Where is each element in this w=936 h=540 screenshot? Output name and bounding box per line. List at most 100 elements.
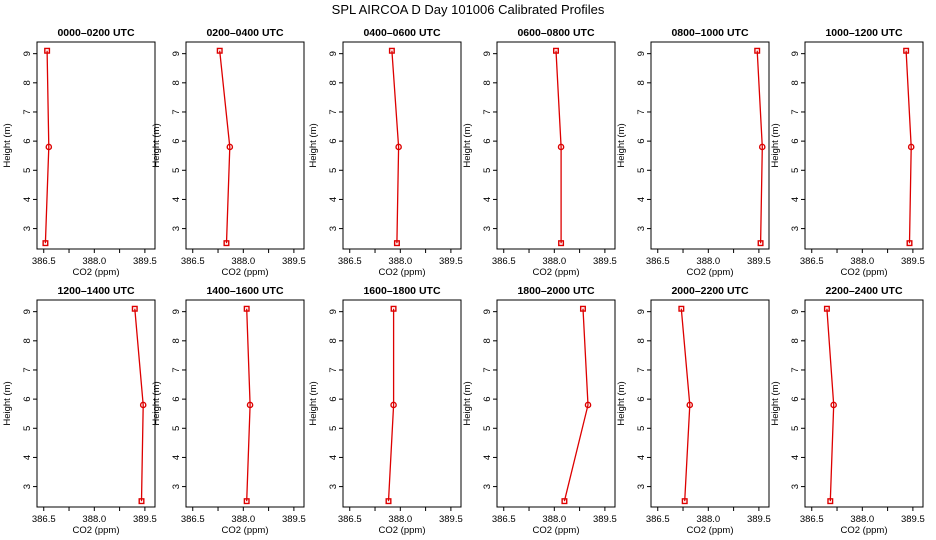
series-line — [44, 50, 50, 244]
x-tick-label: 386.5 — [32, 514, 56, 525]
data-point — [827, 498, 834, 505]
x-tick-label: 386.5 — [800, 514, 824, 525]
y-tick-label: 6 — [636, 138, 647, 143]
panel-9: 1600–1800 UTC 386.5 388.0 389.5 3 4 5 6 7 8 9 CO2 (… — [308, 285, 463, 536]
plot-frame — [804, 299, 924, 508]
data-point — [561, 498, 568, 505]
x-axis-label: CO2 (ppm) — [73, 525, 120, 536]
y-tick-label: 7 — [22, 109, 33, 114]
panel-title: 2000–2200 UTC — [671, 285, 748, 297]
y-tick-label: 7 — [328, 109, 339, 114]
data-point — [42, 240, 49, 247]
x-axis-label: CO2 (ppm) — [73, 267, 120, 278]
panel-title: 0800–1000 UTC — [671, 27, 748, 39]
y-tick-label: 8 — [482, 338, 493, 343]
data-point — [388, 47, 395, 54]
panel-title: 1600–1800 UTC — [363, 285, 440, 297]
data-point — [395, 143, 402, 151]
data-point — [678, 305, 685, 312]
x-axis-label: CO2 (ppm) — [841, 267, 888, 278]
y-axis-label: Height (m) — [151, 123, 162, 167]
y-tick-label: 6 — [171, 138, 182, 143]
y-tick-label: 6 — [22, 138, 33, 143]
y-tick-label: 4 — [171, 455, 182, 460]
panel-title: 1400–1600 UTC — [206, 285, 283, 297]
x-tick-label: 386.5 — [492, 256, 516, 267]
y-tick-label: 9 — [22, 309, 33, 314]
data-point — [246, 401, 254, 409]
panel-title: 0200–0400 UTC — [206, 27, 283, 39]
y-tick-label: 5 — [328, 168, 339, 173]
x-tick-label: 388.0 — [542, 514, 566, 525]
y-tick-label: 3 — [171, 484, 182, 489]
series-line — [134, 308, 144, 502]
y-tick-label: 8 — [328, 338, 339, 343]
data-point — [223, 240, 230, 247]
x-tick-label: 388.0 — [82, 256, 106, 267]
panel-12: 2200–2400 UTC 386.5 388.0 389.5 3 4 5 6 7 8 9 CO2 (… — [770, 285, 925, 536]
y-tick-label: 3 — [636, 484, 647, 489]
x-axis-label: CO2 (ppm) — [222, 525, 269, 536]
y-tick-label: 5 — [22, 426, 33, 431]
x-tick-label: 389.5 — [439, 256, 463, 267]
y-tick-label: 9 — [636, 51, 647, 56]
y-tick-label: 3 — [636, 226, 647, 231]
x-tick-label: 388.0 — [696, 514, 720, 525]
plot-frame — [185, 41, 305, 250]
y-tick-label: 8 — [22, 338, 33, 343]
data-point — [553, 47, 560, 54]
y-tick-label: 6 — [328, 396, 339, 401]
x-tick-label: 388.0 — [82, 514, 106, 525]
y-tick-label: 9 — [636, 309, 647, 314]
data-point — [757, 240, 764, 247]
x-tick-label: 386.5 — [181, 514, 205, 525]
series-line — [391, 50, 400, 244]
data-point — [686, 401, 694, 409]
data-point — [226, 143, 234, 151]
y-tick-label: 4 — [636, 197, 647, 202]
x-tick-label: 386.5 — [181, 256, 205, 267]
y-tick-label: 7 — [22, 367, 33, 372]
y-tick-label: 7 — [482, 367, 493, 372]
x-tick-label: 389.5 — [593, 256, 617, 267]
y-tick-label: 5 — [171, 426, 182, 431]
data-point — [754, 47, 761, 54]
panel-title: 1200–1400 UTC — [57, 285, 134, 297]
y-tick-label: 7 — [171, 367, 182, 372]
y-tick-label: 5 — [790, 168, 801, 173]
y-tick-label: 3 — [482, 226, 493, 231]
x-tick-label: 389.5 — [439, 514, 463, 525]
data-point — [45, 143, 53, 151]
panel-8: 1400–1600 UTC 386.5 388.0 389.5 3 4 5 6 7 8 9 CO2 (… — [151, 285, 306, 536]
y-tick-label: 8 — [328, 80, 339, 85]
y-tick-label: 8 — [22, 80, 33, 85]
panel-6: 1000–1200 UTC 386.5 388.0 389.5 3 4 5 6 7 8 9 CO2 (… — [770, 27, 925, 278]
y-tick-label: 4 — [636, 455, 647, 460]
y-tick-label: 4 — [482, 455, 493, 460]
panel-1: 0000–0200 UTC 386.5 388.0 389.5 3 4 5 6 7 8 9 CO2 (… — [2, 27, 157, 278]
data-point — [558, 240, 565, 247]
x-tick-label: 388.0 — [388, 514, 412, 525]
plot-frame — [496, 41, 616, 250]
x-tick-label: 389.5 — [133, 256, 157, 267]
y-tick-label: 7 — [328, 367, 339, 372]
y-axis-label: Height (m) — [616, 123, 627, 167]
series-line — [219, 50, 231, 244]
x-tick-label: 386.5 — [338, 256, 362, 267]
data-point — [385, 498, 392, 505]
data-point — [906, 240, 913, 247]
panel-7: 1200–1400 UTC 386.5 388.0 389.5 3 4 5 6 7 8 9 CO2 (… — [2, 285, 157, 536]
x-tick-label: 389.5 — [282, 256, 306, 267]
x-tick-label: 388.0 — [850, 514, 874, 525]
panel-title: 1800–2000 UTC — [517, 285, 594, 297]
panel-2: 0200–0400 UTC 386.5 388.0 389.5 3 4 5 6 7 8 9 CO2 (… — [151, 27, 306, 278]
y-tick-label: 6 — [482, 138, 493, 143]
x-tick-label: 386.5 — [338, 514, 362, 525]
y-tick-label: 3 — [790, 226, 801, 231]
y-tick-label: 9 — [171, 309, 182, 314]
y-axis-label: Height (m) — [151, 381, 162, 425]
y-tick-label: 4 — [790, 197, 801, 202]
x-tick-label: 388.0 — [231, 256, 255, 267]
panel-11: 2000–2200 UTC 386.5 388.0 389.5 3 4 5 6 7 8 9 CO2 (… — [616, 285, 771, 536]
panel-title: 0400–0600 UTC — [363, 27, 440, 39]
